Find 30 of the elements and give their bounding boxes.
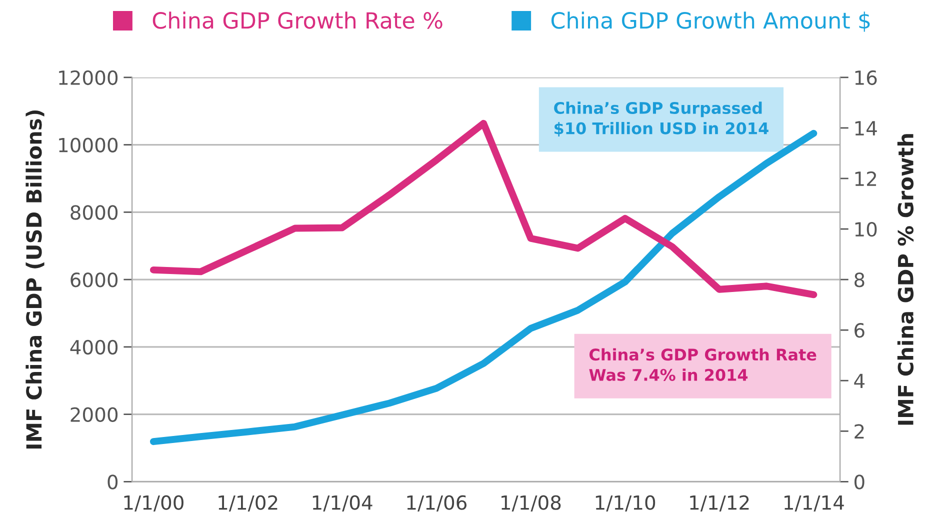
y2-tick-label: 6 (854, 323, 864, 338)
y2-tick-label: 14 (855, 121, 877, 136)
y2-tick-label: 8 (854, 272, 864, 288)
x-tick-label: 1/1/14 (784, 495, 844, 512)
annotation: China’s GDP Surpassed $10 Trillion USD in 2014 (554, 102, 768, 136)
y2-tick-label: 4 (854, 374, 865, 388)
y-tick-label: 2000 (70, 407, 118, 422)
x-tick-label: 1/1/12 (690, 495, 749, 512)
y2-tick-label: 2 (854, 424, 864, 439)
y-tick-label: 6000 (70, 272, 118, 288)
x-tick-label: 1/1/06 (407, 495, 467, 512)
y-tick-label: 12000 (59, 70, 118, 86)
x-tick-label: 1/1/10 (596, 495, 656, 512)
y2-tick-label: 10 (855, 222, 877, 237)
y-tick-label: 0 (108, 474, 118, 490)
y2-tick-label: 12 (855, 171, 876, 186)
x-tick-label: 1/1/02 (218, 495, 278, 512)
y2-tick-label: 0 (854, 474, 864, 490)
y-tick-label: 8000 (70, 205, 118, 220)
x-tick-label: 1/1/08 (502, 495, 561, 512)
y-tick-label: 10000 (59, 138, 118, 152)
y2-tick-label: 16 (855, 70, 877, 86)
y2-axis-title: IMF China GDP % Growth (897, 134, 914, 425)
legend-label: China GDP Growth Amount $ (551, 12, 870, 32)
y-tick-label: 4000 (70, 340, 118, 355)
x-tick-label: 1/1/00 (124, 495, 184, 512)
x-tick-label: 1/1/04 (312, 495, 372, 512)
y-axis-title: IMF China GDP (USD Billions) (26, 110, 44, 449)
legend-label: China GDP Growth Rate % (152, 12, 442, 29)
annotation: China’s GDP Growth Rate Was 7.4% in 2014 (589, 348, 816, 381)
